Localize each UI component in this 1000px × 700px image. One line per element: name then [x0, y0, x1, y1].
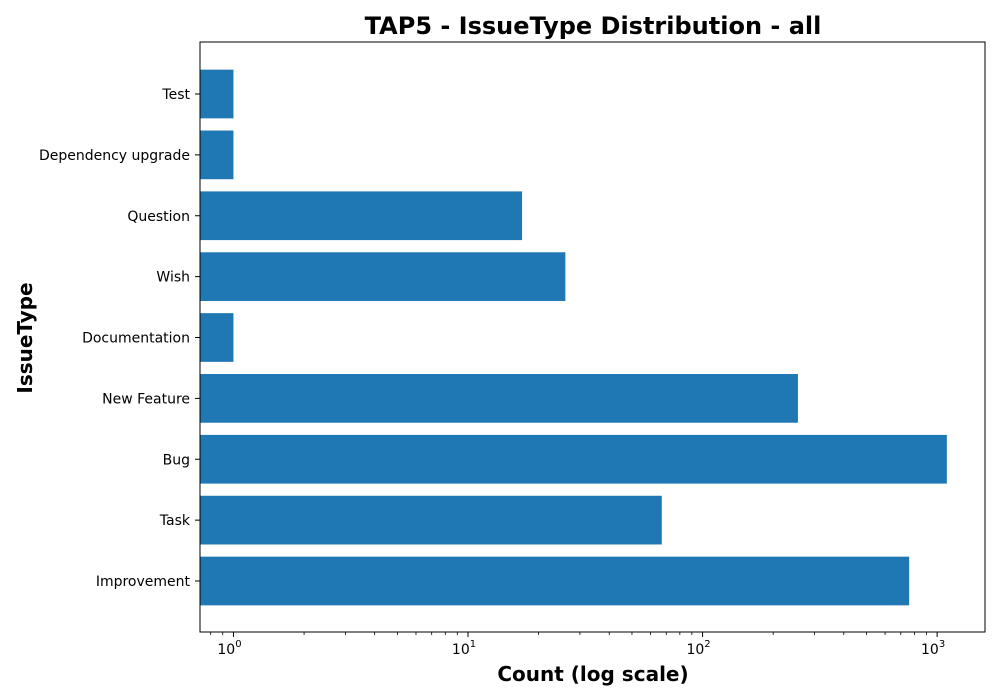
x-tick-label: 102	[686, 639, 710, 658]
x-tick-label: 103	[921, 639, 945, 658]
bar-task	[200, 495, 662, 545]
bar-test	[200, 69, 234, 119]
y-tick-label: Documentation	[82, 331, 190, 347]
chart-title: TAP5 - IssueType Distribution - all	[365, 12, 822, 40]
y-tick-label: Wish	[156, 270, 190, 286]
y-tick-label: Task	[159, 513, 191, 529]
y-tick-label: Bug	[163, 452, 190, 468]
bar-new-feature	[200, 374, 798, 423]
bar-improvement	[200, 556, 910, 606]
plot-area	[199, 41, 986, 633]
y-axis: Improvement Task Bug New Feature Documentati…	[39, 87, 200, 590]
bar-bug	[200, 434, 947, 484]
bars-group	[200, 69, 947, 606]
y-axis-label: IssueType	[13, 282, 37, 393]
x-tick-label: 101	[452, 639, 476, 658]
bar-question	[200, 191, 523, 241]
x-axis-label: Count (log scale)	[497, 662, 688, 686]
bar-dependency-upgrade	[200, 130, 234, 180]
x-axis: 100 101 102 103	[210, 632, 945, 658]
y-tick-label: New Feature	[102, 391, 190, 407]
y-tick-label: Improvement	[96, 574, 191, 590]
y-tick-label: Dependency upgrade	[39, 148, 190, 164]
bar-wish	[200, 252, 566, 301]
y-tick-label: Question	[127, 209, 190, 225]
x-tick-label: 100	[217, 639, 241, 658]
y-tick-label: Test	[161, 87, 190, 103]
bar-documentation	[200, 313, 234, 362]
